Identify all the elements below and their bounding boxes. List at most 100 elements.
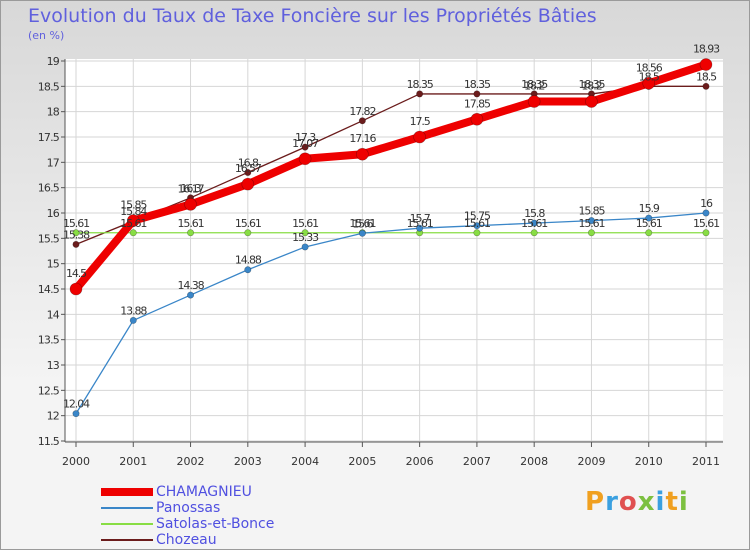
proxiti-logo: Proxiti xyxy=(585,487,689,517)
data-label-chamagnieu: 17.85 xyxy=(464,97,491,110)
data-label-chozeau: 18.5 xyxy=(639,70,660,83)
y-tick-label: 16.5 xyxy=(38,182,60,195)
legend-label-panossas: Panossas xyxy=(156,500,221,516)
data-label-chozeau: 18.5 xyxy=(696,70,717,83)
data-label-chozeau: 15.84 xyxy=(120,205,147,218)
y-tick-label: 13.5 xyxy=(38,334,60,347)
data-point-chamagnieu xyxy=(69,282,83,296)
data-label-satolas-et-bonce: 15.61 xyxy=(407,217,433,230)
data-label-panossas: 15.75 xyxy=(464,210,491,223)
data-point-chamagnieu xyxy=(241,177,255,191)
data-label-panossas: 15.7 xyxy=(410,212,431,225)
data-label-chamagnieu: 18.56 xyxy=(636,61,663,74)
series-line-chozeau xyxy=(75,85,707,246)
data-point-chamagnieu xyxy=(585,95,598,108)
data-label-panossas: 13.88 xyxy=(120,304,147,317)
plot-area xyxy=(65,59,723,442)
legend-label-chozeau: Chozeau xyxy=(156,532,217,548)
grid xyxy=(65,59,723,442)
data-point-satolas-et-bonce xyxy=(473,229,481,237)
data-label-chamagnieu: 17.16 xyxy=(349,132,376,145)
x-tick-label: 2006 xyxy=(406,455,434,468)
series-line-chamagnieu xyxy=(72,60,710,293)
x-tick-label: 2000 xyxy=(62,455,90,468)
legend-swatch-panossas xyxy=(101,507,153,509)
data-label-satolas-et-bonce: 15.61 xyxy=(693,217,719,230)
series-line-panossas xyxy=(75,212,707,415)
data-label-satolas-et-bonce: 15.61 xyxy=(235,217,261,230)
data-label-chozeau: 15.38 xyxy=(63,228,90,241)
data-label-satolas-et-bonce: 15.61 xyxy=(521,217,547,230)
x-tick-label: 2010 xyxy=(635,455,663,468)
data-label-satolas-et-bonce: 15.61 xyxy=(636,217,662,230)
data-label-panossas: 15.6 xyxy=(352,217,373,230)
data-label-panossas: 14.38 xyxy=(178,279,205,292)
data-point-chozeau xyxy=(358,117,366,125)
data-point-panossas xyxy=(702,209,710,217)
data-label-chozeau: 18.35 xyxy=(464,78,491,91)
data-label-chozeau: 17.3 xyxy=(295,131,316,144)
y-tick-label: 15.5 xyxy=(38,232,60,245)
data-labels: 15.38 15.84 16.3 16.8 17.3 17.82 18.35 18.35 18.… xyxy=(63,43,721,411)
series xyxy=(69,58,713,418)
data-point-panossas xyxy=(473,222,481,230)
data-label-chozeau: 18.35 xyxy=(521,78,548,91)
data-point-satolas-et-bonce xyxy=(645,229,653,237)
data-label-chamagnieu: 16.17 xyxy=(178,182,205,195)
data-label-satolas-et-bonce: 15.61 xyxy=(292,217,318,230)
y-axis-unit: (en %) xyxy=(28,29,65,42)
y-tick-label: 14 xyxy=(47,308,60,321)
data-label-panossas: 15.8 xyxy=(524,207,545,220)
y-tick-label: 17.5 xyxy=(38,131,60,144)
data-point-chozeau xyxy=(72,240,80,248)
x-tick-label: 2011 xyxy=(692,455,720,468)
data-label-chozeau: 16.3 xyxy=(180,182,201,195)
legend-swatch-satolas xyxy=(101,523,153,525)
data-label-panossas: 15.85 xyxy=(578,205,605,218)
data-point-chamagnieu xyxy=(642,76,656,90)
x-tick-label: 2003 xyxy=(234,455,262,468)
x-tick-label: 2005 xyxy=(348,455,376,468)
data-point-panossas xyxy=(129,316,137,324)
legend-swatch-chamagnieu xyxy=(101,488,153,496)
legend-label-satolas: Satolas-et-Bonce xyxy=(156,516,275,532)
data-point-panossas xyxy=(645,214,653,222)
data-label-panossas: 15.9 xyxy=(639,202,660,215)
x-tick-label: 2008 xyxy=(520,455,548,468)
data-label-satolas-et-bonce: 15.61 xyxy=(578,217,604,230)
data-label-chozeau: 17.82 xyxy=(349,105,375,118)
data-label-chamagnieu: 17.5 xyxy=(410,115,431,128)
data-point-panossas xyxy=(416,224,424,232)
data-label-satolas-et-bonce: 15.61 xyxy=(349,217,375,230)
data-point-chamagnieu xyxy=(470,112,484,126)
data-point-chamagnieu xyxy=(356,147,369,161)
y-tick-label: 12 xyxy=(47,410,59,423)
y-tick-label: 17 xyxy=(47,156,60,169)
data-point-satolas-et-bonce xyxy=(72,229,80,237)
data-point-chamagnieu xyxy=(126,214,140,227)
data-point-chozeau xyxy=(244,168,252,176)
data-point-chozeau xyxy=(473,90,481,98)
data-label-chozeau: 16.8 xyxy=(238,156,259,169)
data-label-chamagnieu: 17.07 xyxy=(292,137,319,150)
data-point-satolas-et-bonce xyxy=(129,229,137,237)
data-point-chamagnieu xyxy=(184,198,197,211)
y-tick-label: 15 xyxy=(47,258,60,271)
data-label-panossas: 12.04 xyxy=(63,398,90,411)
data-point-chamagnieu xyxy=(298,152,312,166)
data-point-chozeau xyxy=(702,82,710,90)
data-label-satolas-et-bonce: 15.61 xyxy=(464,217,490,230)
x-tick-label: 2009 xyxy=(577,455,605,468)
data-point-chozeau xyxy=(301,143,309,151)
data-point-chamagnieu xyxy=(527,95,541,108)
x-tick-label: 2001 xyxy=(119,455,147,468)
data-point-satolas-et-bonce xyxy=(187,229,195,237)
legend-swatch-chozeau xyxy=(101,539,153,541)
data-point-satolas-et-bonce xyxy=(530,229,538,237)
data-point-panossas xyxy=(187,291,195,299)
y-tick-label: 18 xyxy=(47,106,60,119)
y-tick-label: 14.5 xyxy=(38,283,60,296)
data-label-chamagnieu: 14.5 xyxy=(66,267,87,280)
